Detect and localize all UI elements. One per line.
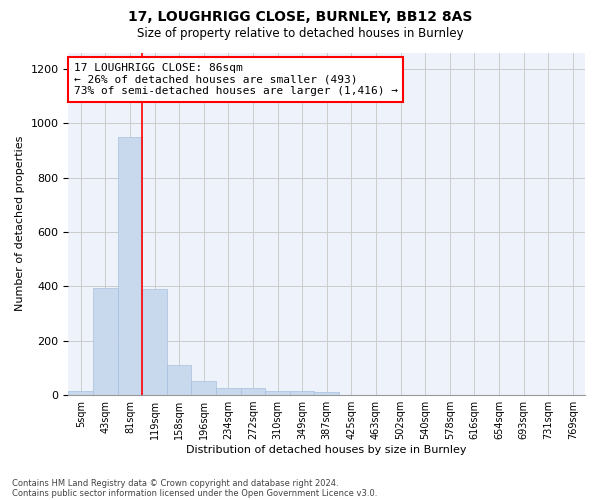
Text: 17, LOUGHRIGG CLOSE, BURNLEY, BB12 8AS: 17, LOUGHRIGG CLOSE, BURNLEY, BB12 8AS xyxy=(128,10,472,24)
Bar xyxy=(167,365,191,395)
Text: Size of property relative to detached houses in Burnley: Size of property relative to detached ho… xyxy=(137,28,463,40)
Bar xyxy=(68,391,93,395)
Bar xyxy=(265,391,290,395)
X-axis label: Distribution of detached houses by size in Burnley: Distribution of detached houses by size … xyxy=(187,445,467,455)
Bar xyxy=(191,382,216,395)
Text: Contains public sector information licensed under the Open Government Licence v3: Contains public sector information licen… xyxy=(12,488,377,498)
Bar xyxy=(93,288,118,395)
Bar xyxy=(241,388,265,395)
Text: 17 LOUGHRIGG CLOSE: 86sqm
← 26% of detached houses are smaller (493)
73% of semi: 17 LOUGHRIGG CLOSE: 86sqm ← 26% of detac… xyxy=(74,63,398,96)
Y-axis label: Number of detached properties: Number of detached properties xyxy=(15,136,25,312)
Bar xyxy=(118,137,142,395)
Bar xyxy=(142,289,167,395)
Bar xyxy=(216,388,241,395)
Text: Contains HM Land Registry data © Crown copyright and database right 2024.: Contains HM Land Registry data © Crown c… xyxy=(12,478,338,488)
Bar xyxy=(314,392,339,395)
Bar xyxy=(290,391,314,395)
